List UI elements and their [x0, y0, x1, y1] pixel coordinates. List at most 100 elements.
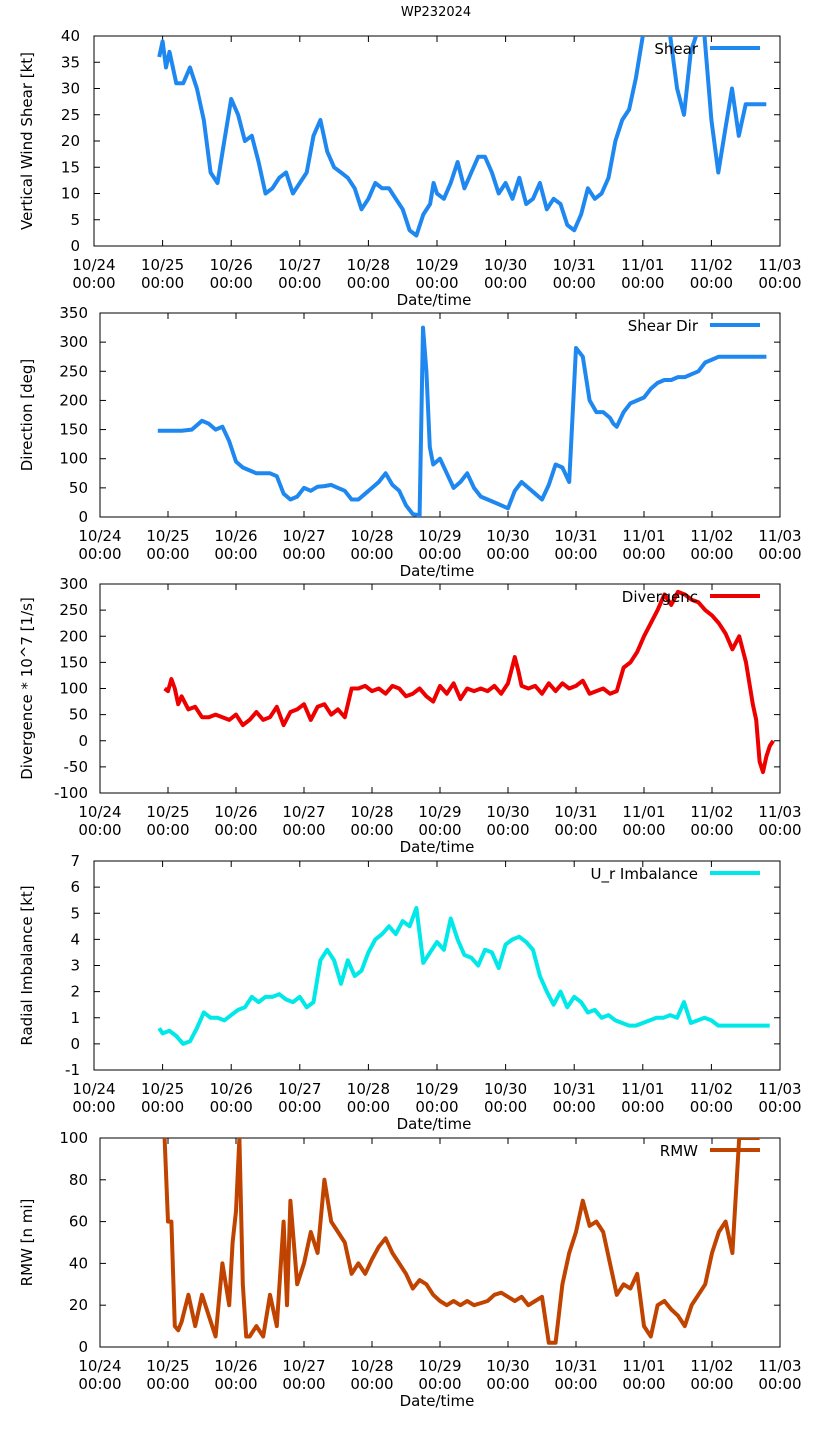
x-tick-label-time: 00:00 [78, 1375, 121, 1393]
series-line [162, 1138, 760, 1345]
x-tick-label-time: 00:00 [554, 545, 597, 563]
x-tick-label-time: 00:00 [210, 274, 253, 292]
x-tick-label-date: 10/26 [210, 1080, 253, 1098]
x-axis-label: Date/time [400, 562, 475, 580]
y-tick-label: 30 [61, 80, 80, 98]
x-tick-label-time: 00:00 [622, 821, 665, 839]
plot-frame [99, 312, 781, 518]
y-tick-label: 25 [61, 106, 80, 124]
x-tick-label-time: 00:00 [690, 1375, 733, 1393]
y-tick-label: 0 [78, 732, 88, 750]
y-tick-label: 0 [70, 237, 80, 255]
x-tick-label-time: 00:00 [418, 821, 461, 839]
y-tick-label: 5 [70, 904, 80, 922]
y-tick-label: 0 [78, 1338, 88, 1356]
series-line [157, 906, 770, 1046]
x-tick-label-time: 00:00 [72, 1098, 115, 1116]
x-tick-label-date: 11/02 [690, 1357, 733, 1375]
x-tick-label-date: 10/31 [554, 1357, 597, 1375]
x-tick-label-date: 10/29 [418, 527, 461, 545]
x-tick-label-time: 00:00 [146, 821, 189, 839]
x-tick-label-time: 00:00 [758, 1375, 801, 1393]
x-tick-label-date: 10/28 [347, 256, 390, 274]
x-tick-label-time: 00:00 [554, 821, 597, 839]
x-tick-label-date: 10/28 [347, 1080, 390, 1098]
x-tick-label-time: 00:00 [347, 1098, 390, 1116]
x-tick-label-time: 00:00 [141, 1098, 184, 1116]
y-tick-label: 10 [61, 185, 80, 203]
x-tick-label-date: 10/28 [350, 803, 393, 821]
y-tick-label: 0 [78, 508, 88, 526]
x-tick-label-time: 00:00 [622, 1375, 665, 1393]
x-tick-label-date: 10/25 [141, 1080, 184, 1098]
legend-label: Shear [654, 40, 698, 58]
x-tick-label-time: 00:00 [690, 545, 733, 563]
y-tick-label: 0 [70, 1035, 80, 1053]
series-line [163, 589, 775, 775]
y-tick-label: 50 [69, 479, 88, 497]
x-tick-label-time: 00:00 [554, 1375, 597, 1393]
x-tick-label-date: 10/27 [282, 803, 325, 821]
x-tick-label-time: 00:00 [758, 821, 801, 839]
x-tick-label-date: 10/26 [214, 527, 257, 545]
x-tick-label-date: 10/24 [72, 256, 115, 274]
y-tick-label: 100 [59, 450, 88, 468]
x-tick-label-time: 00:00 [486, 1375, 529, 1393]
x-tick-label-date: 11/03 [758, 256, 801, 274]
x-tick-label-date: 10/24 [78, 803, 121, 821]
x-tick-label-time: 00:00 [418, 545, 461, 563]
x-tick-label-date: 11/01 [622, 803, 665, 821]
y-tick-label: 200 [59, 627, 88, 645]
x-tick-label-time: 00:00 [210, 1098, 253, 1116]
y-tick-label: 6 [70, 878, 80, 896]
y-tick-label: 20 [61, 132, 80, 150]
x-tick-label-date: 10/25 [146, 803, 189, 821]
x-tick-label-date: 10/29 [415, 1080, 458, 1098]
y-tick-label: 350 [59, 304, 88, 322]
x-tick-label-date: 10/30 [486, 1357, 529, 1375]
x-tick-label-time: 00:00 [758, 1098, 801, 1116]
x-tick-label-time: 00:00 [415, 274, 458, 292]
y-tick-label: 4 [70, 930, 80, 948]
y-tick-label: 15 [61, 158, 80, 176]
chart-panel-1: 051015202530354010/2400:0010/2500:0010/2… [18, 27, 802, 309]
y-tick-label: 7 [70, 852, 80, 870]
x-tick-label-date: 10/25 [141, 256, 184, 274]
x-tick-label-time: 00:00 [282, 545, 325, 563]
y-axis-label: Radial Imbalance [kt] [18, 885, 36, 1045]
x-tick-label-time: 00:00 [350, 821, 393, 839]
y-tick-label: 60 [69, 1213, 88, 1231]
y-tick-label: 50 [69, 706, 88, 724]
y-tick-label: -1 [65, 1061, 80, 1079]
legend-label: Shear Dir [628, 317, 699, 335]
x-tick-label-date: 11/03 [758, 803, 801, 821]
x-tick-label-time: 00:00 [484, 274, 527, 292]
y-tick-label: 20 [69, 1296, 88, 1314]
y-tick-label: 100 [59, 1129, 88, 1147]
x-tick-label-date: 10/31 [553, 256, 596, 274]
y-tick-label: 150 [59, 653, 88, 671]
x-tick-label-date: 10/26 [214, 803, 257, 821]
x-tick-label-date: 10/31 [554, 527, 597, 545]
x-axis-label: Date/time [400, 838, 475, 856]
x-tick-label-time: 00:00 [690, 274, 733, 292]
y-tick-label: 3 [70, 957, 80, 975]
x-tick-label-time: 00:00 [347, 274, 390, 292]
x-axis-label: Date/time [397, 1115, 472, 1133]
y-tick-label: 5 [70, 211, 80, 229]
x-tick-label-date: 10/28 [350, 1357, 393, 1375]
x-axis-label: Date/time [400, 1392, 475, 1410]
x-tick-label-time: 00:00 [486, 545, 529, 563]
y-tick-label: 1 [70, 1009, 80, 1027]
x-tick-label-date: 11/03 [758, 1080, 801, 1098]
x-tick-label-time: 00:00 [282, 821, 325, 839]
y-axis-label: Divergence * 10^7 [1/s] [18, 597, 36, 780]
x-tick-label-time: 00:00 [350, 545, 393, 563]
x-tick-label-date: 11/02 [690, 803, 733, 821]
x-tick-label-time: 00:00 [484, 1098, 527, 1116]
x-tick-label-date: 10/30 [486, 803, 529, 821]
x-tick-label-time: 00:00 [553, 274, 596, 292]
x-tick-label-date: 10/29 [418, 803, 461, 821]
y-tick-label: 250 [59, 362, 88, 380]
